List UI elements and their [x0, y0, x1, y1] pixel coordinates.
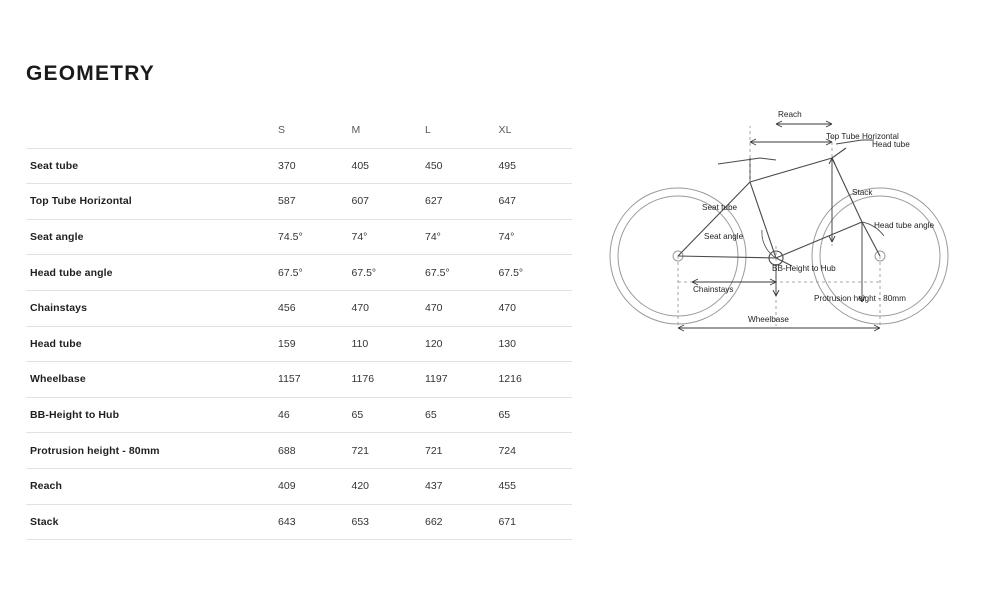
row-value-m: 405 [351, 148, 425, 185]
diagram-label-stack: Stack [852, 188, 873, 197]
row-value-l: 1197 [424, 361, 499, 398]
row-value-l: 627 [424, 183, 499, 220]
row-value-xl: 724 [498, 432, 572, 469]
row-value-l: 120 [424, 326, 499, 363]
row-value-xl: 647 [498, 183, 572, 220]
row-value-xl: 67.5° [498, 254, 572, 291]
table-row: BB-Height to Hub 46 65 65 65 [26, 397, 572, 434]
row-value-m: 67.5° [351, 254, 425, 291]
table-body: Seat tube 370 405 450 495 Top Tube Horiz… [26, 148, 572, 541]
row-value-s: 46 [278, 397, 352, 434]
table-row: Top Tube Horizontal 587 607 627 647 [26, 183, 572, 220]
table-row: Head tube angle 67.5° 67.5° 67.5° 67.5° [26, 254, 572, 291]
row-label: Stack [26, 504, 279, 541]
row-value-m: 470 [351, 290, 425, 327]
row-value-m: 110 [351, 326, 425, 363]
diagram-label-seat-angle: Seat angle [704, 232, 744, 241]
row-value-m: 74° [351, 219, 425, 256]
diagram-label-wheelbase: Wheelbase [748, 315, 789, 324]
diagram-label-chainstays: Chainstays [693, 285, 734, 294]
row-label: Chainstays [26, 290, 279, 327]
row-value-s: 67.5° [278, 254, 352, 291]
diagram-label-bb-height-to-hub: BB-Height to Hub [772, 264, 836, 273]
row-value-xl: 1216 [498, 361, 572, 398]
row-value-s: 456 [278, 290, 352, 327]
row-value-l: 450 [424, 148, 499, 185]
row-value-l: 470 [424, 290, 499, 327]
row-label: Wheelbase [26, 361, 279, 398]
row-value-xl: 495 [498, 148, 572, 185]
row-value-xl: 74° [498, 219, 572, 256]
table-row: Wheelbase 1157 1176 1197 1216 [26, 361, 572, 398]
diagram-label-seat-tube: Seat tube [702, 203, 738, 212]
diagram-label-head-tube-angle: Head tube angle [874, 221, 935, 230]
row-value-s: 409 [278, 468, 352, 505]
row-value-m: 420 [351, 468, 425, 505]
table-row: Reach 409 420 437 455 [26, 468, 572, 505]
angle-arcs [761, 221, 885, 259]
column-header-l: L [424, 113, 499, 149]
table-row: Stack 643 653 662 671 [26, 504, 572, 541]
row-value-m: 1176 [351, 361, 425, 398]
diagram-label-protrusion-height: Protrusion height - 80mm [814, 294, 906, 303]
bicycle-diagram-svg [609, 120, 949, 332]
row-label: Reach [26, 468, 279, 505]
row-label: BB-Height to Hub [26, 397, 279, 434]
column-header-xl: XL [498, 113, 572, 149]
row-value-xl: 470 [498, 290, 572, 327]
row-value-s: 159 [278, 326, 352, 363]
row-value-s: 587 [278, 183, 352, 220]
row-label: Head tube [26, 326, 279, 363]
row-value-xl: 65 [498, 397, 572, 434]
row-value-l: 662 [424, 504, 499, 541]
row-value-xl: 130 [498, 326, 572, 363]
column-header-s: S [278, 113, 352, 149]
diagram-label-top-tube: Top Tube Horizontal [826, 132, 899, 141]
row-value-l: 74° [424, 219, 499, 256]
dimension-arrows [677, 120, 881, 332]
row-value-m: 607 [351, 183, 425, 220]
geometry-diagram: Reach Top Tube Horizontal Head tube Stac… [600, 96, 992, 356]
table-row: Chainstays 456 470 470 470 [26, 290, 572, 327]
row-value-s: 688 [278, 432, 352, 469]
row-value-s: 643 [278, 504, 352, 541]
row-value-xl: 455 [498, 468, 572, 505]
wheels-group [609, 187, 949, 325]
column-header-m: M [351, 113, 425, 149]
row-label: Top Tube Horizontal [26, 183, 279, 220]
row-value-s: 1157 [278, 361, 352, 398]
table-head: S M L XL [26, 113, 572, 149]
row-value-s: 370 [278, 148, 352, 185]
row-label: Seat tube [26, 148, 279, 185]
row-value-l: 67.5° [424, 254, 499, 291]
table-row: Head tube 159 110 120 130 [26, 326, 572, 363]
diagram-label-head-tube: Head tube [872, 140, 910, 149]
row-label: Head tube angle [26, 254, 279, 291]
row-value-m: 653 [351, 504, 425, 541]
table-row: Protrusion height - 80mm 688 721 721 724 [26, 432, 572, 469]
geometry-table: S M L XL Seat tube 370 405 450 495 Top T… [26, 113, 572, 541]
table-row: Seat tube 370 405 450 495 [26, 148, 572, 185]
column-header-measure [26, 113, 279, 149]
row-value-l: 721 [424, 432, 499, 469]
row-value-l: 437 [424, 468, 499, 505]
row-value-xl: 671 [498, 504, 572, 541]
row-value-l: 65 [424, 397, 499, 434]
row-value-s: 74.5° [278, 219, 352, 256]
table-row: Seat angle 74.5° 74° 74° 74° [26, 219, 572, 256]
frame-group [677, 139, 881, 267]
page-title: GEOMETRY [26, 62, 155, 85]
table-header-row: S M L XL [26, 113, 572, 149]
row-value-m: 65 [351, 397, 425, 434]
row-label: Protrusion height - 80mm [26, 432, 279, 469]
row-label: Seat angle [26, 219, 279, 256]
diagram-label-reach: Reach [778, 110, 802, 119]
row-value-m: 721 [351, 432, 425, 469]
